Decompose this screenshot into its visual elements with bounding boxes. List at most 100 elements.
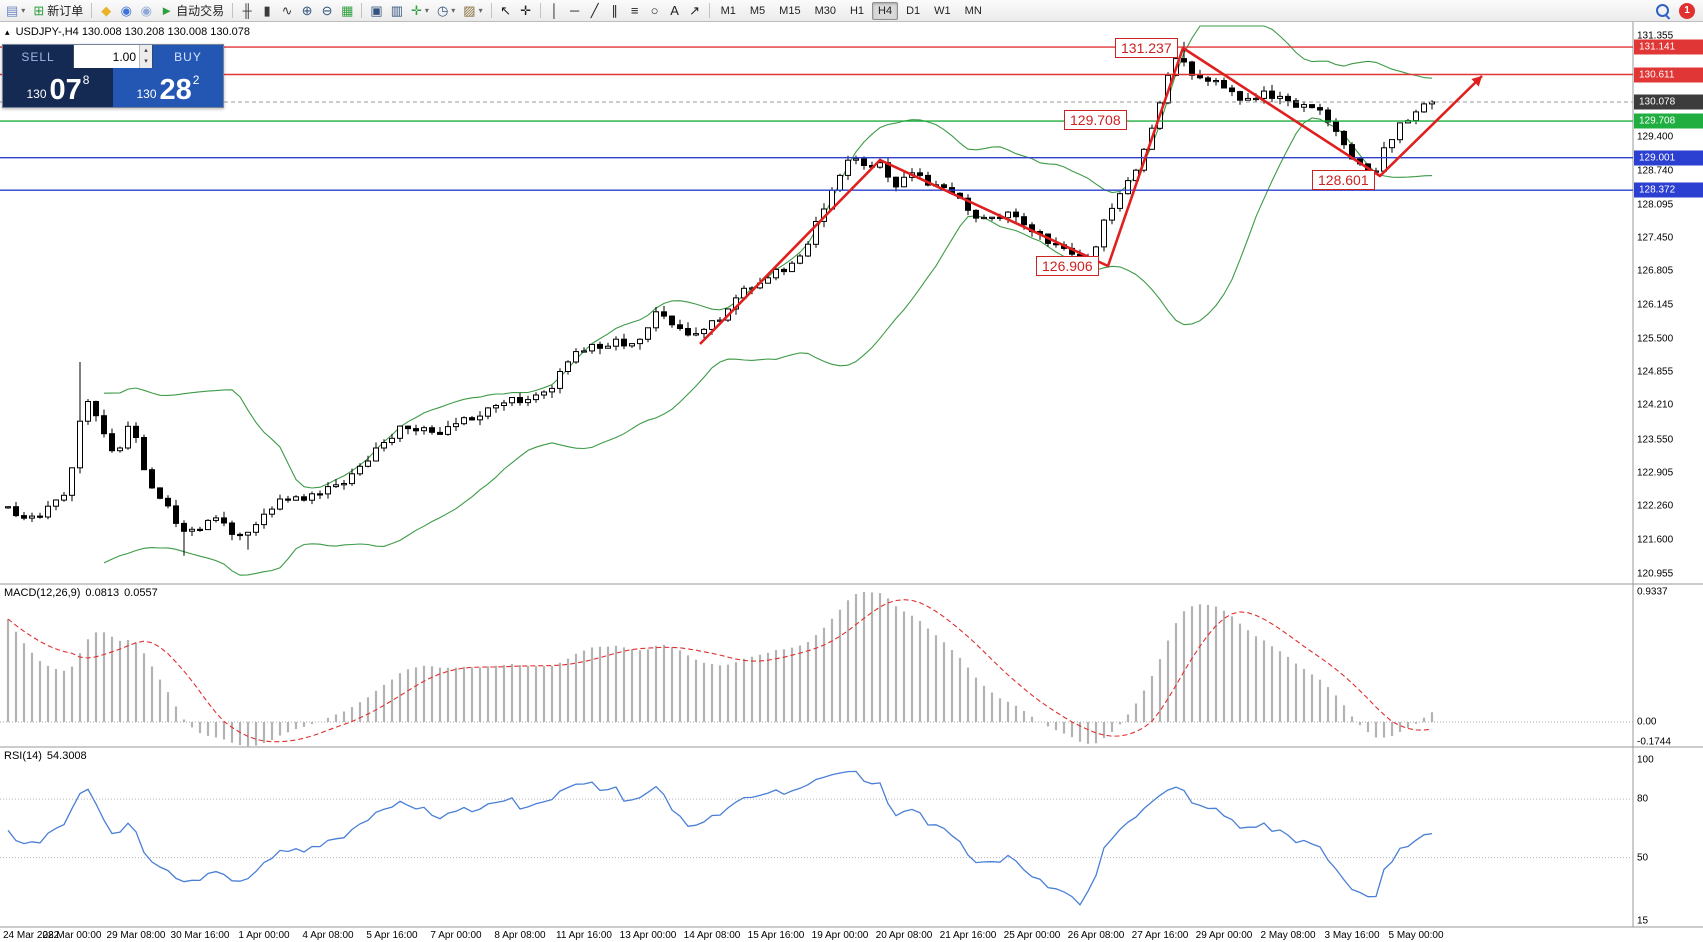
price-annotation[interactable]: 128.601	[1312, 170, 1375, 190]
fibonacci-button[interactable]: ≡	[625, 1, 645, 21]
templates-button-caret-icon: ▾	[478, 6, 483, 15]
notification-badge[interactable]: 1	[1679, 2, 1695, 19]
trendline-button[interactable]: ╱	[585, 1, 605, 21]
rsi-indicator-label: RSI(14) 54.3008	[4, 750, 92, 762]
timeframe-h4-button[interactable]: H4	[872, 1, 899, 20]
volume-down-button[interactable]: ▾	[140, 56, 152, 68]
rsi-value: 54.3008	[46, 750, 87, 762]
timeframe-w1-button[interactable]: W1	[934, 4, 951, 17]
channel-button-icon: ∥	[611, 3, 618, 18]
volume-box: 1.00 ▴ ▾	[73, 45, 153, 68]
toolbar-separator	[490, 3, 492, 18]
volume-steppers: ▴ ▾	[139, 45, 152, 68]
candles-chart-type-button-icon: ▮	[263, 3, 271, 18]
cascade-windows-button[interactable]: ▣	[366, 1, 386, 21]
zoom-out-button[interactable]: ⊖	[317, 1, 337, 21]
price-annotation[interactable]: 126.906	[1036, 256, 1099, 276]
signals-icon[interactable]: ◉	[136, 1, 156, 21]
cursor-button-icon: ↖	[500, 3, 512, 18]
panel-collapse-arrow[interactable]: ▴	[5, 27, 10, 37]
templates-button-icon: ▨	[463, 3, 476, 18]
text-button-icon: A	[670, 3, 679, 18]
timeframe-d1-button[interactable]: D1	[906, 4, 921, 17]
toolbar-separator	[708, 3, 710, 18]
vertical-line-button[interactable]: │	[545, 1, 565, 21]
rsi-name: RSI(14)	[4, 750, 42, 762]
timeframe-m1-button[interactable]: M1	[720, 4, 736, 17]
tile-windows-button[interactable]: ▦	[337, 1, 357, 21]
crosshair-button[interactable]: ✛	[516, 1, 536, 21]
charts-button-caret-icon: ▾	[21, 6, 26, 15]
cursor-button[interactable]: ↖	[496, 1, 516, 21]
toolbar-right: 1	[1655, 2, 1703, 19]
buy-price-major: 130	[136, 87, 157, 101]
search-icon[interactable]	[1655, 3, 1671, 19]
price-annotation[interactable]: 131.237	[1115, 38, 1178, 58]
new-order-button[interactable]: ⊞ 新订单	[29, 1, 87, 21]
buy-price-big-digits: 28	[159, 74, 192, 107]
sell-price-pip-digit: 8	[82, 73, 90, 87]
autotrading-button[interactable]: ► 自动交易	[156, 1, 228, 21]
price-annotation[interactable]: 129.708	[1064, 110, 1127, 130]
charts-button-icon: ▤	[6, 3, 19, 18]
bars-chart-type-button[interactable]: ╫	[237, 1, 257, 21]
macd-name: MACD(12,26,9)	[4, 587, 81, 599]
autotrading-button-icon: ►	[160, 3, 174, 18]
arrange-windows-button[interactable]: ▥	[387, 1, 407, 21]
candles-chart-type-button[interactable]: ▮	[257, 1, 277, 21]
timeframe-m30-button[interactable]: M30	[814, 4, 836, 17]
buy-price[interactable]: 130 28 2	[113, 68, 223, 107]
sell-button[interactable]: SELL	[3, 45, 73, 68]
buy-button[interactable]: BUY	[153, 45, 223, 68]
arrows-button-icon: ↗	[689, 3, 701, 18]
sell-price[interactable]: 130 07 8	[3, 68, 113, 107]
arrange-windows-button-icon: ▥	[390, 3, 404, 18]
shapes-button[interactable]: ○	[645, 1, 665, 21]
macd-main-value: 0.0813	[85, 587, 120, 599]
horizontal-line-button[interactable]: ─	[565, 1, 585, 21]
arrows-button[interactable]: ↗	[685, 1, 705, 21]
timeframe-m15-button[interactable]: M15	[779, 4, 801, 17]
market-icon-icon: ◉	[120, 3, 132, 18]
buy-price-pip-digit: 2	[192, 73, 200, 87]
toolbar-separator	[91, 3, 93, 18]
vertical-line-button-icon: │	[550, 3, 559, 18]
periods-button[interactable]: ◷ ▾	[433, 1, 459, 21]
timeframe-m5-button[interactable]: M5	[749, 4, 766, 17]
indicators-button-icon: ✛	[411, 3, 422, 18]
timeframe-h1-button[interactable]: H1	[849, 4, 865, 17]
metaeditor-icon-icon: ◆	[101, 3, 112, 18]
charts-button[interactable]: ▤ ▾	[2, 1, 29, 21]
metaeditor-icon[interactable]: ◆	[96, 1, 116, 21]
fibonacci-button-icon: ≡	[630, 3, 639, 18]
crosshair-button-icon: ✛	[520, 3, 532, 18]
autotrading-button-label: 自动交易	[176, 4, 225, 18]
new-order-button-label: 新订单	[47, 4, 84, 18]
sell-price-big-digits: 07	[49, 74, 82, 107]
main-toolbar: ▤ ▾ ⊞ 新订单 ◆ ◉ ◉ ► 自动交易 ╫ ▮ ∿ ⊕ ⊖ ▦ ▣ ▥ ✛ ▾ ◷ ▾ ▨ ▾ ↖ ✛ │ ─ ╱ ∥ ≡ ○ A ↗ M1…	[0, 0, 1703, 22]
indicators-button[interactable]: ✛ ▾	[407, 1, 433, 21]
new-order-button-icon: ⊞	[33, 3, 45, 18]
macd-signal-value: 0.0557	[124, 587, 158, 599]
volume-up-button[interactable]: ▴	[140, 45, 152, 57]
symbol-header: ▴ USDJPY-,H4 130.008 130.208 130.008 130…	[5, 26, 250, 38]
zoom-out-button-icon: ⊖	[321, 3, 333, 18]
market-icon[interactable]: ◉	[116, 1, 136, 21]
one-click-trading-panel: SELL 1.00 ▴ ▾ BUY 130 07 8 130 28 2	[2, 44, 224, 108]
text-button[interactable]: A	[665, 1, 685, 21]
templates-button[interactable]: ▨ ▾	[459, 1, 486, 21]
symbol-ohlc-label: USDJPY-,H4 130.008 130.208 130.008 130.0…	[15, 26, 251, 38]
toolbar-separator	[361, 3, 363, 18]
signals-icon-icon: ◉	[140, 3, 152, 18]
shapes-button-icon: ○	[650, 3, 659, 18]
tile-windows-button-icon: ▦	[341, 3, 354, 18]
volume-input[interactable]: 1.00	[112, 49, 136, 64]
zoom-in-button[interactable]: ⊕	[297, 1, 317, 21]
line-chart-type-button[interactable]: ∿	[277, 1, 297, 21]
bars-chart-type-button-icon: ╫	[242, 3, 252, 18]
horizontal-line-button-icon: ─	[570, 3, 580, 18]
periods-button-icon: ◷	[436, 3, 449, 18]
channel-button[interactable]: ∥	[605, 1, 625, 21]
timeframe-mn-button[interactable]: MN	[964, 4, 982, 17]
